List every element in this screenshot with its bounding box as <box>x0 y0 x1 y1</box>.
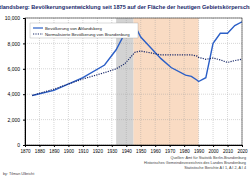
x-tick: 1920 <box>93 145 104 154</box>
y-tick: 0 <box>17 142 25 148</box>
tick-mark <box>199 145 200 147</box>
x-tick: 1940 <box>122 145 133 154</box>
tick-label: 1980 <box>180 149 191 154</box>
tick-label: 0 <box>17 142 20 148</box>
x-tick: 1890 <box>49 145 60 154</box>
x-tick: 1990 <box>194 145 205 154</box>
tick-mark <box>23 145 25 146</box>
tick-mark <box>83 145 84 147</box>
x-tick: 1910 <box>78 145 89 154</box>
legend: Bevölkerung von AltlandsbergNormalisiert… <box>30 23 138 38</box>
grid-line <box>155 18 156 145</box>
tick-mark <box>23 94 25 95</box>
annotation: Historisches Gemeindeverzeichnis des Lan… <box>144 161 246 165</box>
y-axis: 0 2,000 4,000 6,000 8,000 10,000 <box>5 15 26 148</box>
plot: 02,0004,0006,0008,00010,0001870188018901… <box>5 15 248 154</box>
legend-box <box>30 23 138 38</box>
x-tick: 1880 <box>35 145 46 154</box>
tick-label: 2020 <box>237 149 248 154</box>
grid-line <box>184 18 185 145</box>
x-tick: 1970 <box>165 145 176 154</box>
tick-label: 2000 <box>208 149 219 154</box>
period-band <box>134 18 199 145</box>
y-tick: 8,000 <box>7 41 25 47</box>
tick-mark <box>155 145 156 147</box>
tick-label: 2010 <box>223 149 234 154</box>
tick-mark <box>25 145 26 147</box>
y-tick: 10,000 <box>5 15 25 21</box>
legend-label: Normalisierte Bevölkerung von Brandenbur… <box>45 32 130 37</box>
grid-line <box>213 18 214 145</box>
tick-label: 1910 <box>78 149 89 154</box>
tick-mark <box>39 145 40 147</box>
legend-label: Bevölkerung von Altlandsberg <box>45 26 102 31</box>
tick-mark <box>112 145 113 147</box>
tick-mark <box>141 145 142 147</box>
tick-label: 4,000 <box>7 91 20 97</box>
tick-label: 1900 <box>64 149 75 154</box>
annotation: Statistische Berichte A I 1, A I 2, A I … <box>184 166 246 170</box>
tick-label: 1870 <box>20 149 31 154</box>
tick-label: 1960 <box>151 149 162 154</box>
grid-line <box>169 18 170 145</box>
tick-mark <box>23 18 25 19</box>
tick-mark <box>242 145 243 147</box>
grid-line <box>25 94 242 95</box>
tick-mark <box>184 145 185 147</box>
tick-mark <box>126 145 127 147</box>
tick-label: 1920 <box>93 149 104 154</box>
tick-label: 10,000 <box>5 15 21 21</box>
tick-mark <box>23 120 25 121</box>
tick-label: 1990 <box>194 149 205 154</box>
x-axis: 1870 18801890 19001910 19201930 19401950 1960… <box>20 145 248 154</box>
y-tick: 2,000 <box>7 117 25 123</box>
legend-swatch <box>33 27 43 28</box>
tick-label: 1970 <box>165 149 176 154</box>
legend-swatch <box>33 33 43 34</box>
x-tick: 2020 <box>237 145 248 154</box>
tick-label: 1880 <box>35 149 46 154</box>
grid-line <box>25 68 242 69</box>
y-tick: 4,000 <box>7 91 25 97</box>
grid-line <box>227 18 228 145</box>
tick-label: 8,000 <box>7 41 20 47</box>
tick-label: 6,000 <box>7 66 20 72</box>
x-tick: 1960 <box>151 145 162 154</box>
tick-mark <box>213 145 214 147</box>
plot-frame <box>25 18 242 145</box>
tick-mark <box>68 145 69 147</box>
annotation: by: Tilman Ulbricht <box>3 172 35 176</box>
tick-mark <box>23 69 25 70</box>
x-tick: 2000 <box>208 145 219 154</box>
tick-label: 1940 <box>122 149 133 154</box>
x-tick: 1950 <box>136 145 147 154</box>
tick-mark <box>23 43 25 44</box>
tick-label: 1930 <box>107 149 118 154</box>
y-tick: 6,000 <box>7 66 25 72</box>
x-tick: 2010 <box>223 145 234 154</box>
tick-label: 2,000 <box>7 117 20 123</box>
axis-line <box>26 146 243 148</box>
x-tick: 1930 <box>107 145 118 154</box>
tick-mark <box>170 145 171 147</box>
title: Altlandsberg: Bevölkerungsentwicklung se… <box>0 4 250 10</box>
tick-mark <box>228 145 229 147</box>
tick-label: 1890 <box>49 149 60 154</box>
tick-label: 1950 <box>136 149 147 154</box>
x-tick: 1870 <box>20 145 31 154</box>
annotation: Quellen: Amt für Statistik Berlin-Brande… <box>170 156 246 160</box>
grid <box>25 18 242 145</box>
x-tick: 1980 <box>180 145 191 154</box>
tick-mark <box>54 145 55 147</box>
tick-mark <box>97 145 98 147</box>
grid-line <box>25 119 242 120</box>
series-line <box>32 51 242 95</box>
chart: Altlandsberg: Bevölkerungsentwicklung se… <box>0 0 250 177</box>
grid-line <box>25 43 242 44</box>
x-tick: 1900 <box>64 145 75 154</box>
